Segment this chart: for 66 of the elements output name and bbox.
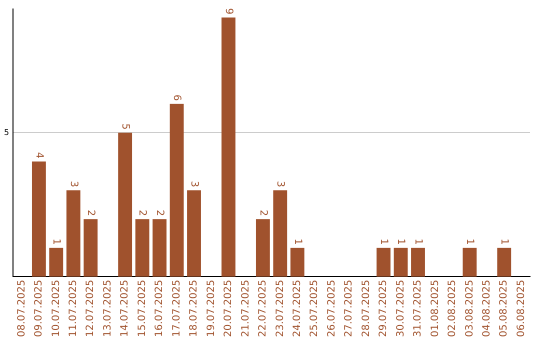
x-tick-label: 26.07.2025 [326, 280, 338, 338]
x-tick-label: 30.07.2025 [395, 280, 406, 338]
x-tick-label: 14.07.2025 [120, 280, 131, 338]
x-tick-label: 24.07.2025 [292, 280, 303, 338]
data-label: 2 [154, 210, 165, 216]
data-label: 1 [464, 238, 476, 245]
bar [273, 190, 288, 277]
data-label: 2 [136, 210, 148, 216]
x-tick-label: 01.08.2025 [430, 280, 441, 338]
x-tick-label: 21.07.2025 [240, 280, 252, 338]
bar [135, 219, 150, 277]
bar [32, 162, 46, 277]
data-label: 9 [222, 8, 234, 14]
x-tick-label: 27.07.2025 [344, 280, 355, 338]
bar [376, 248, 390, 277]
x-tick-label: 18.07.2025 [188, 280, 200, 338]
x-tick-label: 28.07.2025 [360, 280, 372, 338]
x-tick-label: 16.07.2025 [154, 280, 166, 338]
data-label: 1 [498, 238, 510, 245]
bar [394, 248, 408, 277]
data-label: 2 [257, 210, 268, 216]
data-label: 6 [171, 94, 182, 101]
x-tick-label: 06.08.2025 [516, 280, 527, 338]
data-label: 1 [50, 238, 62, 245]
bar [84, 219, 98, 277]
x-tick-label: 04.08.2025 [482, 280, 493, 338]
bar [290, 248, 304, 277]
data-label: 5 [119, 123, 130, 130]
x-tick-label: 23.07.2025 [274, 280, 286, 338]
x-tick-label: 19.07.2025 [206, 280, 217, 338]
data-label: 1 [395, 238, 406, 245]
x-tick-label: 17.07.2025 [171, 280, 182, 338]
x-tick-label: 25.07.2025 [309, 280, 320, 338]
x-tick-label: 22.07.2025 [258, 280, 269, 338]
bar [118, 132, 132, 277]
bar [49, 248, 64, 277]
x-tick-label: 09.07.2025 [34, 280, 45, 338]
bar [411, 248, 425, 277]
x-tick-label: 11.07.2025 [68, 280, 79, 338]
bar [497, 248, 512, 277]
data-label: 1 [378, 238, 389, 245]
x-tick-label: 29.07.2025 [378, 280, 390, 338]
bar [462, 248, 477, 277]
data-label: 4 [33, 152, 44, 158]
bar [66, 190, 80, 277]
data-label: 2 [85, 210, 96, 216]
data-label: 3 [188, 180, 200, 188]
x-tick-label: 31.07.2025 [412, 280, 424, 338]
x-tick-label: 20.07.2025 [223, 280, 234, 338]
x-tick-label: 05.08.2025 [498, 280, 510, 338]
x-tick-label: 08.07.2025 [16, 280, 28, 338]
data-label: 3 [274, 180, 286, 188]
x-tick-label: 10.07.2025 [50, 280, 62, 338]
x-tick-label: 12.07.2025 [85, 280, 96, 338]
x-tick-label: 02.08.2025 [447, 280, 458, 338]
data-label: 3 [68, 180, 79, 188]
x-tick-label: 13.07.2025 [102, 280, 114, 338]
data-label: 1 [412, 238, 424, 245]
bar [152, 219, 167, 277]
bar [187, 190, 201, 277]
x-tick-label: 15.07.2025 [136, 280, 148, 338]
bar [222, 17, 236, 277]
bar [256, 219, 270, 277]
x-tick-label: 03.08.2025 [464, 280, 476, 338]
bar [170, 104, 184, 277]
data-label: 1 [292, 238, 303, 245]
